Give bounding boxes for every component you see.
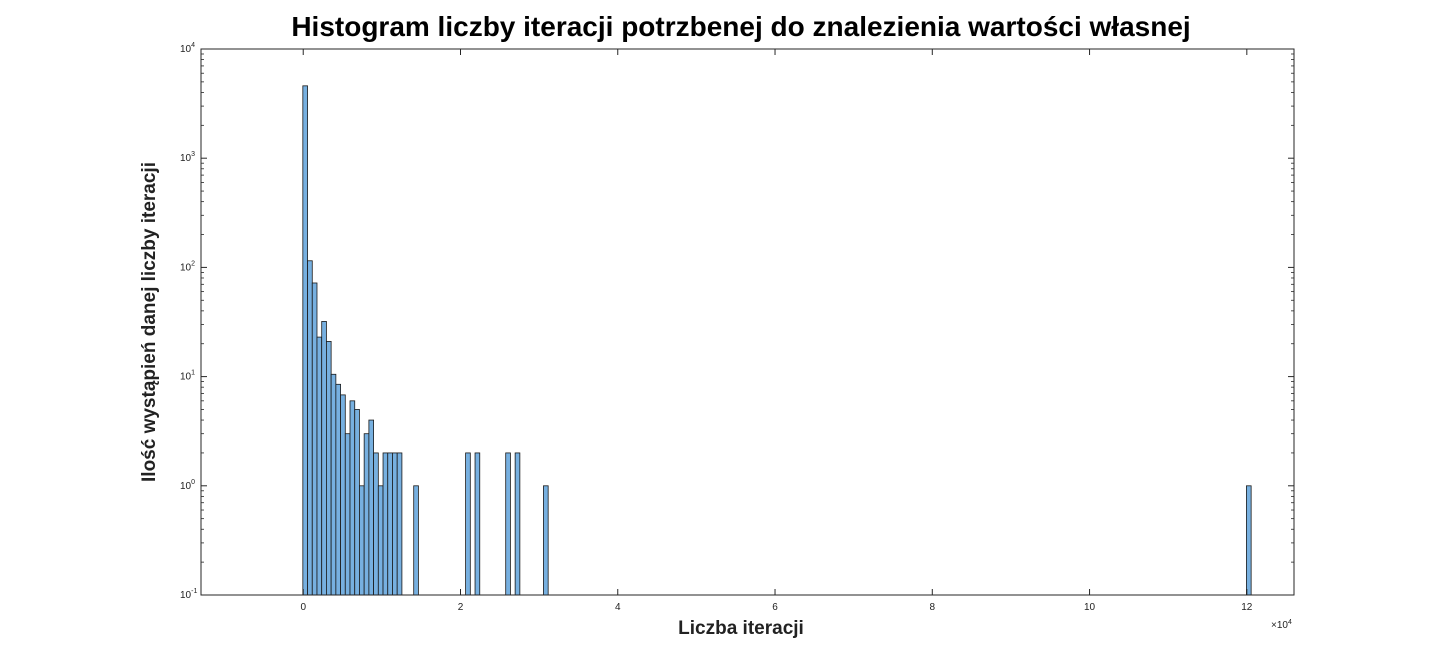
- histogram-bar: [514, 452, 521, 596]
- x-tick-label: 8: [930, 602, 936, 613]
- x-exponent-power: 4: [1288, 619, 1292, 626]
- histogram-bar: [349, 400, 356, 596]
- histogram-bar: [465, 452, 471, 596]
- y-tick-label: 101: [180, 370, 195, 383]
- x-tick-label: 12: [1241, 602, 1253, 613]
- histogram-bar: [330, 373, 337, 596]
- histogram-bar: [344, 433, 351, 596]
- x-tick-label: 0: [300, 602, 306, 613]
- x-exponent-base: ×10: [1271, 620, 1288, 631]
- histogram-bar: [307, 260, 313, 596]
- histogram-bar: [543, 485, 549, 596]
- histogram-bar: [316, 336, 323, 596]
- y-tick-label: 104: [180, 42, 195, 55]
- histogram-bar: [387, 452, 393, 596]
- x-tick-label: 4: [615, 602, 621, 613]
- histogram-bar: [359, 485, 365, 596]
- histogram-bar: [354, 409, 360, 596]
- chart-title: Histogram liczby iteracji potrzbenej do …: [291, 11, 1190, 42]
- histogram-bar: [413, 485, 419, 596]
- histogram-bar: [368, 419, 375, 596]
- x-axis-label: Liczba iteracji: [678, 618, 804, 639]
- histogram-bar: [1246, 485, 1252, 596]
- histogram-bar: [396, 452, 403, 596]
- y-axis-ticks: 10-1 100 101 102 103 104: [180, 42, 1294, 601]
- histogram-bar: [363, 433, 370, 596]
- x-tick-label: 10: [1084, 602, 1096, 613]
- x-axis-exponent: ×104: [1271, 619, 1292, 631]
- x-axis-ticks: 0 2 4 6 8 10 12: [300, 49, 1253, 613]
- histogram-bar: [311, 282, 318, 596]
- histogram-bar: [382, 452, 389, 596]
- histogram-bar: [373, 452, 379, 596]
- x-tick-label: 6: [772, 602, 778, 613]
- y-tick-label: 103: [180, 151, 195, 164]
- histogram-bar: [302, 85, 308, 596]
- histogram-bar: [474, 452, 481, 596]
- histogram-bar: [340, 394, 346, 596]
- plot-frame: [200, 48, 1295, 596]
- x-tick-label: 2: [458, 602, 464, 613]
- histogram-bar: [377, 485, 384, 596]
- y-axis-label: Ilość wystąpień danej liczby iteracji: [139, 162, 160, 482]
- y-tick-label: 10-1: [180, 588, 197, 601]
- histogram-bar: [326, 341, 332, 596]
- histogram-bar: [505, 452, 511, 596]
- histogram-bar: [321, 321, 327, 596]
- histogram-bar: [392, 452, 398, 596]
- y-tick-label: 100: [180, 479, 195, 492]
- histogram-bar: [335, 383, 341, 596]
- y-tick-label: 102: [180, 260, 195, 273]
